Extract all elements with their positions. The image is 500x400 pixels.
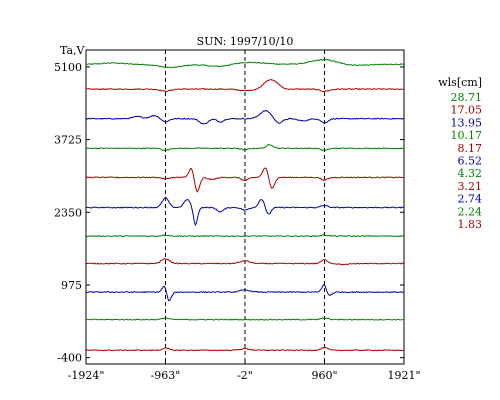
legend-entry: 28.71 [451,91,483,104]
legend-entry: 2.74 [458,193,483,206]
legend-entry: 17.05 [451,104,483,117]
series-line-2.74 [85,284,405,302]
series-line-17.05 [85,78,405,93]
legend-entry: 4.32 [458,167,483,180]
series-line-13.95 [85,110,405,125]
y-tick-label: 975 [61,279,82,292]
y-tick-label: 2350 [54,206,82,219]
series-line-2.24 [85,317,405,321]
series-lines [85,58,405,352]
series-line-10.17 [85,144,405,152]
y-tick-label: 3725 [54,134,82,147]
y-axis-label: Ta,V [60,44,86,57]
x-tick-label: 1921" [387,369,420,382]
chart-title: SUN: 1997/10/10 [197,35,294,48]
series-line-28.71 [85,58,405,69]
series-line-1.83 [85,346,405,352]
series-line-4.32 [85,234,405,238]
legend-entry: 13.95 [451,116,483,129]
x-tick-label: 960" [311,369,337,382]
y-tick-label: 5100 [54,61,82,74]
legend-entry: 3.21 [458,180,483,193]
axis-ticks: -1924" -963" -2" 960" 1921" 5100 3725 2350 975 -4… [54,50,421,382]
legend-entry: 10.17 [451,129,483,142]
legend-title: wls[cm] [438,76,482,89]
legend-entry: 1.83 [458,218,483,231]
y-tick-label: -400 [57,352,82,365]
legend-entry: 2.24 [458,205,483,218]
limb-marker-lines [164,50,326,364]
legend: 28.7117.0513.9510.178.176.524.323.212.74… [451,91,483,231]
series-line-3.21 [85,257,405,266]
legend-entry: 8.17 [458,142,483,155]
series-line-6.52 [86,197,405,227]
legend-entry: 6.52 [458,155,483,168]
series-line-8.17 [85,167,405,193]
x-tick-label: -2" [237,369,253,382]
x-tick-label: -963" [151,369,181,382]
x-tick-label: -1924" [68,369,105,382]
